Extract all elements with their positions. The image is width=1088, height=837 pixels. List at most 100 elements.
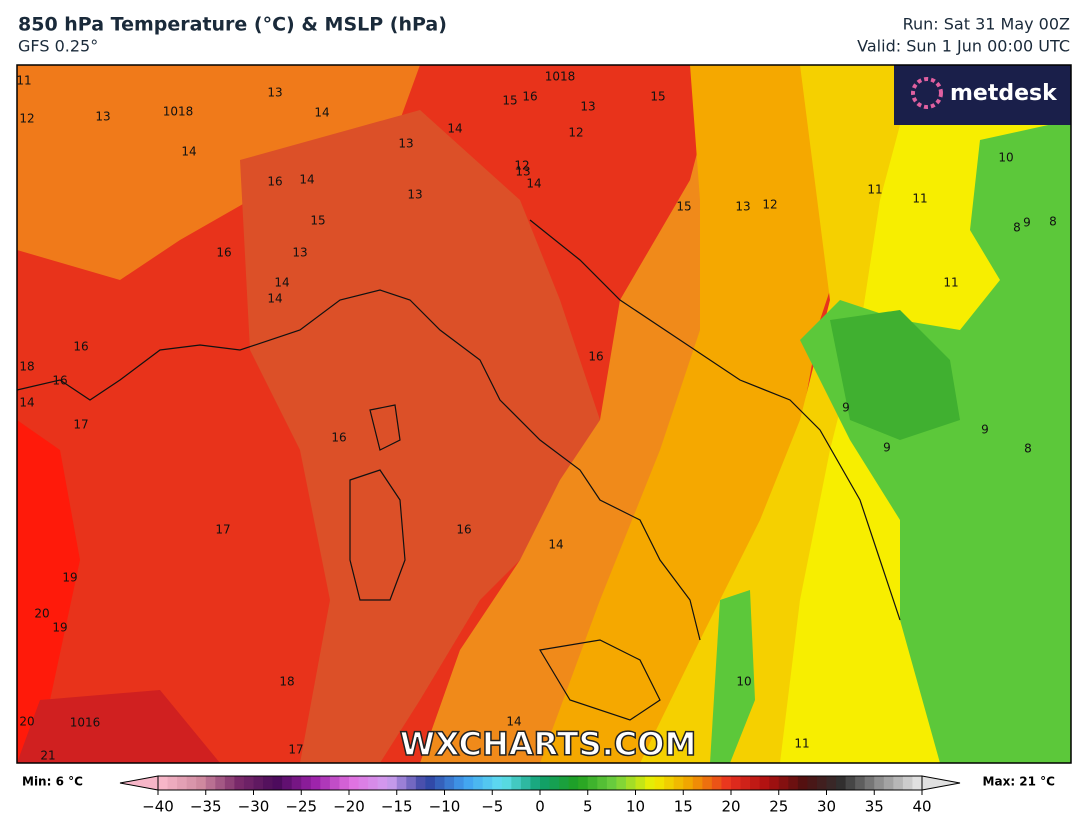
- contour-label: 14: [447, 122, 462, 136]
- colorbar-cell: [434, 776, 445, 790]
- contour-label: 16: [331, 431, 346, 445]
- contour-label: 13: [95, 110, 110, 124]
- colorbar-cell: [559, 776, 570, 790]
- colorbar-cell: [320, 776, 331, 790]
- colorbar-cell: [463, 776, 474, 790]
- contour-label: 13: [267, 86, 282, 100]
- colorbar-cell: [616, 776, 627, 790]
- contour-label: 14: [19, 396, 34, 410]
- contour-label: 20: [19, 715, 34, 729]
- colorbar-cell: [358, 776, 369, 790]
- colorbar-cell: [731, 776, 742, 790]
- colorbar-cell: [454, 776, 465, 790]
- contour-label: 14: [274, 276, 289, 290]
- run: Run: Sat 31 May 00Z: [903, 15, 1070, 34]
- contour-label: 21: [40, 749, 55, 763]
- colorbar-cell: [167, 776, 178, 790]
- contour-label: 12: [19, 112, 34, 126]
- colorbar-end: [119, 775, 159, 791]
- colorbar-cell: [444, 776, 455, 790]
- colorbar-cell: [253, 776, 264, 790]
- contour-label: 8: [1049, 215, 1057, 229]
- colorbar-cell: [597, 776, 608, 790]
- colorbar-cell: [587, 776, 598, 790]
- colorbar-cell: [654, 776, 665, 790]
- colorbar-cell: [186, 776, 197, 790]
- contour-label: 16: [522, 90, 537, 104]
- title: 850 hPa Temperature (°C) & MSLP (hPa): [18, 14, 447, 36]
- colorbar-tick-label: 20: [721, 798, 740, 816]
- colorbar-cell: [635, 776, 646, 790]
- contour-label: 16: [52, 374, 67, 388]
- contour-label: 9: [842, 401, 850, 415]
- colorbar-cell: [396, 776, 407, 790]
- colorbar-cell: [339, 776, 350, 790]
- legend-min: Min: 6 °C: [22, 775, 83, 789]
- contour-label: 15: [310, 214, 325, 228]
- contour-label: 10: [998, 151, 1013, 165]
- colorbar-cell: [578, 776, 589, 790]
- contour-label: 13: [515, 165, 530, 179]
- colorbar-cell: [807, 776, 818, 790]
- contour-label: 15: [502, 94, 517, 108]
- colorbar-cell: [263, 776, 274, 790]
- colorbar-cell: [425, 776, 436, 790]
- isobar-label: 1018: [545, 70, 576, 84]
- contour-label: 12: [762, 198, 777, 212]
- isobar-label: 1016: [70, 716, 101, 730]
- colorbar-cell: [243, 776, 254, 790]
- colorbar-tick-label: −15: [381, 798, 413, 816]
- colorbar-tick-label: −5: [481, 798, 503, 816]
- colorbar-tick-label: −25: [285, 798, 317, 816]
- colorbar-tick-label: −20: [333, 798, 365, 816]
- colorbar-tick-label: 0: [535, 798, 545, 816]
- colorbar-cell: [645, 776, 656, 790]
- colorbar-tick-label: 30: [817, 798, 836, 816]
- colorbar-cell: [310, 776, 321, 790]
- colorbar-tick-label: 25: [769, 798, 788, 816]
- contour-label: 14: [299, 173, 314, 187]
- colorbar-cell: [625, 776, 636, 790]
- contour-label: 16: [588, 350, 603, 364]
- colorbar-cell: [406, 776, 417, 790]
- colorbar-cell: [740, 776, 751, 790]
- colorbar-cell: [769, 776, 780, 790]
- colorbar-cell: [826, 776, 837, 790]
- contour-label: 8: [1024, 442, 1032, 456]
- contour-label: 14: [506, 715, 521, 729]
- contour-label: 13: [735, 200, 750, 214]
- colorbar-cell: [196, 776, 207, 790]
- colorbar-cell: [702, 776, 713, 790]
- colorbar-cell: [205, 776, 216, 790]
- colorbar-cell: [349, 776, 360, 790]
- colorbar-cell: [530, 776, 541, 790]
- contour-label: 13: [407, 188, 422, 202]
- colorbar-cell: [721, 776, 732, 790]
- logo: metdesk: [950, 81, 1058, 106]
- colorbar-tick-label: 5: [583, 798, 593, 816]
- colorbar-cell: [549, 776, 560, 790]
- colorbar-cell: [329, 776, 340, 790]
- colorbar-cell: [234, 776, 245, 790]
- colorbar-cell: [473, 776, 484, 790]
- colorbar-cell: [606, 776, 617, 790]
- contour-label: 18: [19, 360, 34, 374]
- logo-icon: [911, 77, 943, 109]
- colorbar-tick-label: −35: [190, 798, 222, 816]
- colorbar-cell: [902, 776, 913, 790]
- colorbar-cell: [893, 776, 904, 790]
- contour-label: 16: [73, 340, 88, 354]
- colorbar-cell: [864, 776, 875, 790]
- contour-label: 13: [580, 100, 595, 114]
- colorbar-cell: [377, 776, 388, 790]
- colorbar-end: [921, 775, 961, 791]
- colorbar-cell: [368, 776, 379, 790]
- contour-label: 14: [526, 177, 541, 191]
- colorbar-cell: [482, 776, 493, 790]
- colorbar-cell: [750, 776, 761, 790]
- legend-max: Max: 21 °C: [983, 775, 1056, 789]
- colorbar-tick-label: 40: [912, 798, 931, 816]
- colorbar-cell: [301, 776, 312, 790]
